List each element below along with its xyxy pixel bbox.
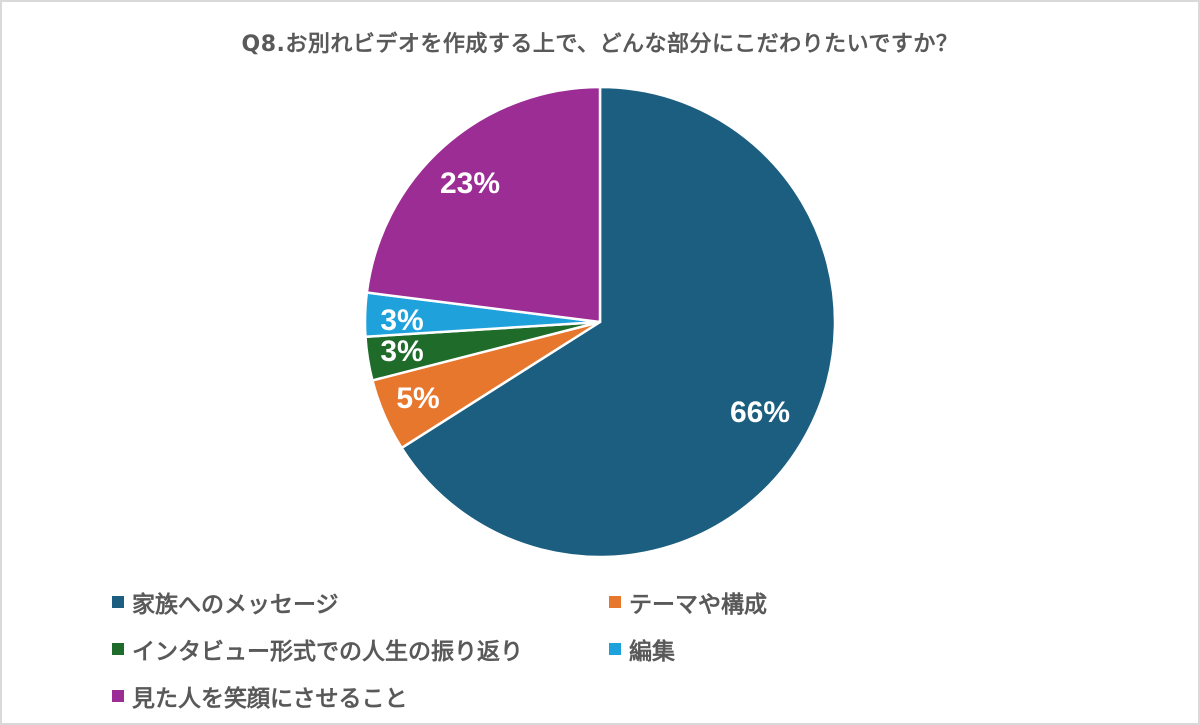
legend-label: 編集 [629, 639, 675, 665]
legend-item-family-message: 家族へのメッセージ [112, 585, 339, 619]
slice-label-0: 66% [730, 396, 790, 429]
legend-swatch [609, 643, 621, 655]
legend-label: 見た人を笑顔にさせること [132, 686, 408, 712]
legend-swatch [112, 690, 124, 702]
slice-label-4: 23% [440, 167, 500, 200]
legend-label: インタビュー形式での人生の振り返り [132, 639, 523, 665]
pie-slice-0 [400, 85, 837, 559]
legend-label: 家族へのメッセージ [132, 592, 339, 618]
slice-label-2: 3% [380, 335, 423, 368]
slice-label-3: 3% [380, 304, 423, 337]
legend-item-editing: 編集 [609, 632, 675, 666]
legend-label: テーマや構成 [629, 592, 767, 618]
legend-swatch [112, 643, 124, 655]
legend-swatch [609, 596, 621, 608]
legend-swatch [112, 596, 124, 608]
legend-item-interview-life-review: インタビュー形式での人生の振り返り [112, 632, 523, 666]
chart-title: Q8.お別れビデオを作成する上で、どんな部分にこだわりたいですか？ [241, 32, 959, 57]
legend-item-theme-structure: テーマや構成 [609, 585, 767, 619]
legend-item-make-smile: 見た人を笑顔にさせること [112, 679, 408, 713]
slice-label-1: 5% [396, 382, 439, 415]
pie-slice-4 [365, 85, 602, 324]
